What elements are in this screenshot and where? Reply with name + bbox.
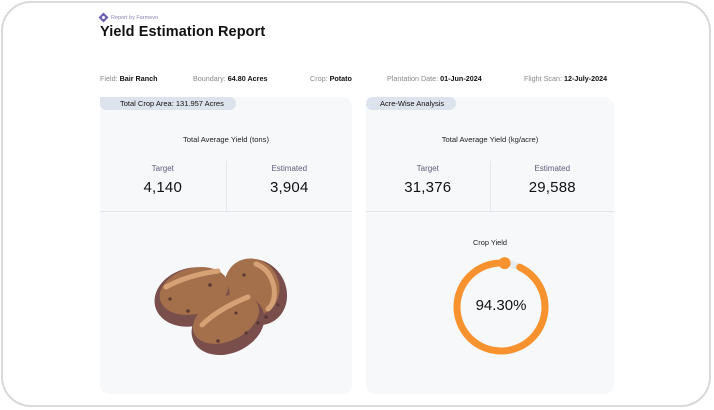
gauge-end-knob xyxy=(498,257,511,270)
estimated-stat: Estimated 3,904 xyxy=(225,161,353,211)
info-crop: Crop: Potato xyxy=(310,74,352,83)
info-boundary: Boundary: 64.80 Acres xyxy=(193,74,268,83)
potato-illustration-icon xyxy=(148,247,298,357)
acre-yield-title: Total Average Yield (kg/acre) xyxy=(441,135,539,144)
farmevo-logo-icon xyxy=(98,12,109,23)
brand-label: Report by Farmevo xyxy=(111,14,159,21)
acre-yield-stats: Target 31,376 Estimated 29,588 xyxy=(366,161,614,212)
target-label: Target xyxy=(151,164,174,173)
acre-estimated-stat: Estimated 29,588 xyxy=(489,161,615,211)
info-flight-scan: Flight Scan: 12-July-2024 xyxy=(524,74,608,83)
total-yield-card: Total Crop Area: 131.957 Acres Total Ave… xyxy=(100,97,352,394)
total-yield-stats: Target 4,140 Estimated 3,904 xyxy=(100,161,352,212)
info-plantation-date: Plantation Date: 01-Jun-2024 xyxy=(387,74,482,83)
acre-wise-analysis-pill: Acre-Wise Analysis xyxy=(366,97,457,110)
crop-yield-title: Crop Yield xyxy=(472,238,508,247)
total-yield-title: Total Average Yield (tons) xyxy=(183,135,269,144)
total-crop-area-pill: Total Crop Area: 131.957 Acres xyxy=(100,97,236,110)
acre-estimated-value: 29,588 xyxy=(528,179,576,196)
acre-wise-card: Acre-Wise Analysis Total Average Yield (… xyxy=(366,97,614,394)
target-value: 4,140 xyxy=(143,179,183,196)
info-field: Field: Bair Ranch xyxy=(100,74,158,83)
estimated-label: Estimated xyxy=(271,164,308,173)
target-stat: Target 4,140 xyxy=(100,161,226,211)
acre-estimated-label: Estimated xyxy=(534,164,571,173)
brand: Report by Farmevo xyxy=(98,12,159,23)
acre-target-stat: Target 31,376 xyxy=(366,161,490,211)
page-title: Yield Estimation Report xyxy=(100,24,266,40)
crop-yield-value: 94.30% xyxy=(475,297,527,314)
crop-yield-gauge: 94.30% xyxy=(451,257,551,357)
potato-front xyxy=(191,294,265,356)
acre-target-value: 31,376 xyxy=(404,179,452,196)
estimated-value: 3,904 xyxy=(269,179,309,196)
acre-target-label: Target xyxy=(416,164,439,173)
